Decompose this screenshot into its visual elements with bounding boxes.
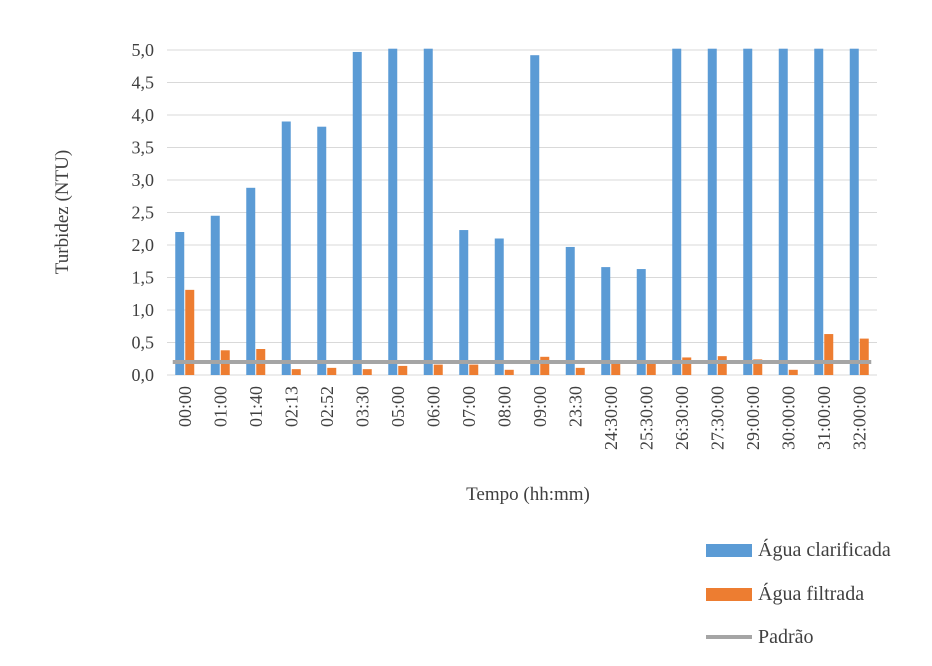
gridlines (167, 49, 877, 376)
x-tick-label: 02:52 (317, 386, 337, 427)
y-tick-label: 3,0 (132, 170, 155, 190)
bar-clarified (423, 48, 433, 375)
x-tick-label: 01:40 (246, 386, 266, 427)
x-tick-label: 29:00:00 (743, 386, 763, 450)
bar-filtered (398, 365, 408, 375)
bar-clarified (636, 269, 646, 375)
bar-clarified (814, 48, 824, 375)
legend-swatch-filtered (706, 587, 752, 601)
y-tick-label: 4,5 (132, 73, 155, 93)
bar-clarified (743, 48, 753, 375)
bar-clarified (494, 238, 504, 375)
bar-filtered (717, 356, 727, 375)
bar-filtered (859, 338, 869, 375)
bar-filtered (575, 367, 585, 375)
x-tick-label: 30:00:00 (778, 386, 798, 450)
bar-clarified (317, 126, 327, 375)
y-tick-labels: 0,0 0,5 1,0 1,5 2,0 2,5 3,0 3,5 4,0 4,5 5,0 (132, 40, 155, 385)
bar-clarified (281, 121, 291, 375)
y-tick-label: 5,0 (132, 40, 155, 60)
legend-label-filtered: Água filtrada (758, 582, 865, 605)
legend-label-standard: Padrão (758, 625, 814, 648)
y-tick-label: 1,0 (132, 300, 155, 320)
legend-label-clarified: Água clarificada (758, 538, 891, 561)
x-tick-label: 25:30:00 (636, 386, 656, 450)
x-tick-label: 27:30:00 (707, 386, 727, 450)
x-tick-label: 00:00 (175, 386, 195, 427)
bar-clarified (175, 232, 185, 375)
y-tick-label: 0,5 (132, 333, 155, 353)
bar-filtered (185, 289, 195, 375)
bar-filtered (682, 357, 692, 375)
x-tick-label: 07:00 (459, 386, 479, 427)
bar-clarified (459, 230, 469, 375)
x-axis-title: Tempo (hh:mm) (466, 484, 590, 505)
bar-filtered (433, 364, 443, 375)
y-tick-label: 2,0 (132, 235, 155, 255)
x-tick-label: 06:00 (423, 386, 443, 427)
y-tick-label: 0,0 (132, 365, 155, 385)
bar-filtered (753, 359, 763, 375)
y-tick-label: 3,5 (132, 138, 155, 158)
legend-swatch-clarified (706, 543, 752, 557)
x-tick-label: 02:13 (281, 386, 301, 427)
x-tick-label: 03:30 (352, 386, 372, 427)
bar-clarified (778, 48, 788, 375)
bar-filtered (362, 369, 372, 375)
bar-filtered (646, 363, 656, 375)
x-tick-label: 24:30:00 (601, 386, 621, 450)
bar-clarified (246, 187, 256, 375)
bar-filtered (611, 363, 621, 375)
bars (175, 48, 869, 375)
legend-swatch-standard (706, 635, 752, 639)
x-tick-label: 32:00:00 (849, 386, 869, 450)
bar-filtered (291, 369, 301, 375)
bar-clarified (849, 48, 859, 375)
x-tick-label: 09:00 (530, 386, 550, 427)
bar-clarified (707, 48, 717, 375)
bar-filtered (540, 356, 550, 375)
bar-filtered (788, 369, 798, 375)
legend-item-clarified: Água clarificada (706, 538, 891, 562)
bar-clarified (601, 267, 611, 375)
x-tick-label: 01:00 (210, 386, 230, 427)
legend-item-standard: Padrão (706, 625, 814, 649)
y-tick-label: 2,5 (132, 203, 155, 223)
y-tick-label: 4,0 (132, 105, 155, 125)
legend-item-filtered: Água filtrada (706, 582, 864, 606)
x-tick-label: 26:30:00 (672, 386, 692, 450)
bar-filtered (504, 369, 514, 375)
bar-clarified (672, 48, 682, 375)
bar-filtered (824, 334, 834, 375)
y-tick-label: 1,5 (132, 268, 155, 288)
bar-clarified (388, 48, 398, 375)
x-tick-labels: 00:00 01:00 01:40 02:13 02:52 03:30 05:00 06:00… (175, 386, 870, 450)
bar-filtered (327, 367, 337, 375)
x-tick-label: 08:00 (494, 386, 514, 427)
bar-filtered (469, 364, 479, 375)
bar-clarified (210, 215, 220, 375)
y-axis-title: Turbidez (NTU) (52, 150, 73, 274)
x-tick-label: 31:00:00 (814, 386, 834, 450)
bar-clarified (530, 55, 540, 375)
x-tick-label: 23:30 (565, 386, 585, 427)
bar-clarified (352, 51, 362, 375)
x-tick-label: 05:00 (388, 386, 408, 427)
bar-clarified (565, 246, 575, 375)
